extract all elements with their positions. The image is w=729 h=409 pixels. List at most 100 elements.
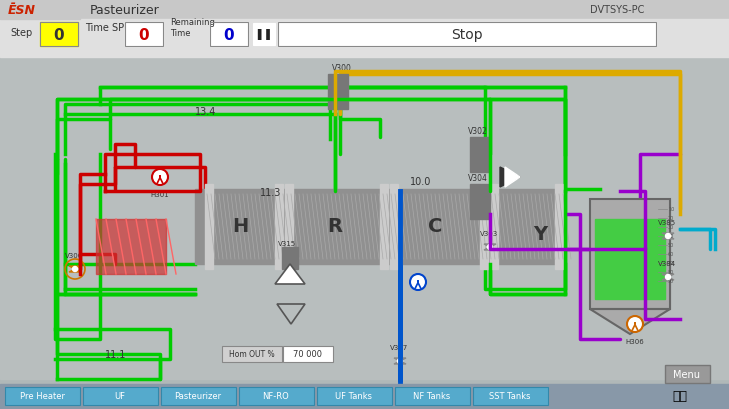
- Text: 11.1: 11.1: [105, 349, 126, 359]
- Bar: [595, 220, 665, 299]
- Bar: [161, 387, 236, 405]
- Text: 0: 0: [224, 27, 234, 43]
- Text: 50: 50: [668, 243, 674, 248]
- Text: Stop: Stop: [451, 28, 483, 42]
- Circle shape: [410, 274, 426, 290]
- Polygon shape: [484, 247, 496, 250]
- Circle shape: [488, 245, 493, 250]
- Text: UF: UF: [114, 391, 125, 400]
- Circle shape: [397, 359, 402, 364]
- Text: C: C: [428, 217, 443, 236]
- Text: V302: V302: [468, 127, 488, 136]
- Text: V307: V307: [390, 344, 408, 350]
- Text: Pasteurizer: Pasteurizer: [174, 391, 222, 400]
- Bar: [665, 365, 710, 383]
- Text: 60: 60: [668, 252, 674, 257]
- Text: 20: 20: [668, 216, 674, 221]
- Bar: [395, 387, 470, 405]
- Circle shape: [152, 170, 168, 186]
- Bar: [96, 220, 166, 274]
- Bar: [195, 189, 565, 264]
- Bar: [0, 0, 729, 20]
- Bar: [210, 23, 248, 47]
- Polygon shape: [484, 245, 496, 247]
- Bar: [222, 346, 282, 362]
- Bar: [0, 384, 729, 409]
- Polygon shape: [500, 168, 520, 188]
- Bar: [473, 387, 548, 405]
- Text: 40: 40: [668, 234, 674, 239]
- Text: Remaining
Time: Remaining Time: [170, 18, 215, 38]
- Bar: [0, 58, 729, 379]
- Text: H: H: [232, 217, 248, 236]
- Bar: [470, 138, 490, 173]
- Text: 80: 80: [668, 270, 674, 275]
- Text: 70 000: 70 000: [294, 350, 322, 359]
- Text: H301: H301: [151, 191, 169, 198]
- Bar: [40, 23, 78, 47]
- Bar: [283, 346, 333, 362]
- Text: V385: V385: [658, 220, 676, 225]
- Bar: [380, 184, 388, 270]
- Text: ❚❚: ❚❚: [254, 29, 273, 40]
- Bar: [480, 184, 488, 270]
- Bar: [285, 184, 293, 270]
- Text: 11.3: 11.3: [260, 188, 281, 198]
- Circle shape: [72, 267, 77, 272]
- Bar: [317, 387, 392, 405]
- Bar: [210, 23, 248, 47]
- Bar: [590, 200, 670, 309]
- Bar: [40, 23, 78, 47]
- Text: NF Tanks: NF Tanks: [413, 391, 451, 400]
- Text: DVTSYS-PC: DVTSYS-PC: [590, 5, 644, 15]
- Text: 0: 0: [54, 27, 64, 43]
- Polygon shape: [662, 274, 674, 277]
- Bar: [0, 20, 729, 58]
- Text: UF Tanks: UF Tanks: [335, 391, 373, 400]
- Text: H306: H306: [625, 338, 644, 344]
- Text: Pre Heater: Pre Heater: [20, 391, 64, 400]
- Text: R: R: [327, 217, 343, 236]
- Bar: [278, 23, 656, 47]
- Text: NF-RO: NF-RO: [262, 391, 289, 400]
- Bar: [328, 75, 348, 110]
- Text: 13.4: 13.4: [195, 107, 217, 117]
- Polygon shape: [662, 234, 674, 236]
- Text: V306: V306: [65, 252, 83, 258]
- Text: Pasteurizer: Pasteurizer: [90, 4, 160, 16]
- Bar: [125, 23, 163, 47]
- Polygon shape: [662, 236, 674, 239]
- Text: 🇬🇧: 🇬🇧: [672, 389, 687, 402]
- Bar: [83, 387, 158, 405]
- Text: SST Tanks: SST Tanks: [489, 391, 531, 400]
- Circle shape: [627, 316, 643, 332]
- Text: Hom OUT %: Hom OUT %: [229, 350, 275, 359]
- Text: Y: Y: [533, 225, 547, 244]
- Circle shape: [666, 234, 671, 239]
- Text: V300: V300: [332, 64, 352, 73]
- Bar: [470, 184, 490, 220]
- Polygon shape: [275, 264, 305, 284]
- Text: Time SP: Time SP: [85, 23, 124, 33]
- Text: 30: 30: [668, 225, 674, 230]
- Polygon shape: [394, 361, 406, 364]
- Bar: [390, 184, 398, 270]
- Bar: [282, 247, 298, 270]
- Text: V304: V304: [468, 173, 488, 182]
- Text: 10: 10: [668, 207, 674, 212]
- Bar: [125, 23, 163, 47]
- Bar: [555, 184, 563, 270]
- Bar: [275, 184, 283, 270]
- Polygon shape: [590, 309, 670, 334]
- Text: V303: V303: [480, 230, 498, 236]
- Text: 0: 0: [139, 27, 149, 43]
- Bar: [239, 387, 314, 405]
- Bar: [253, 24, 275, 46]
- Text: V315: V315: [278, 240, 296, 246]
- Text: Step: Step: [10, 28, 32, 38]
- Polygon shape: [69, 266, 81, 270]
- Bar: [205, 184, 213, 270]
- Bar: [278, 23, 656, 47]
- Polygon shape: [394, 358, 406, 361]
- Text: ĒSN: ĒSN: [8, 4, 36, 16]
